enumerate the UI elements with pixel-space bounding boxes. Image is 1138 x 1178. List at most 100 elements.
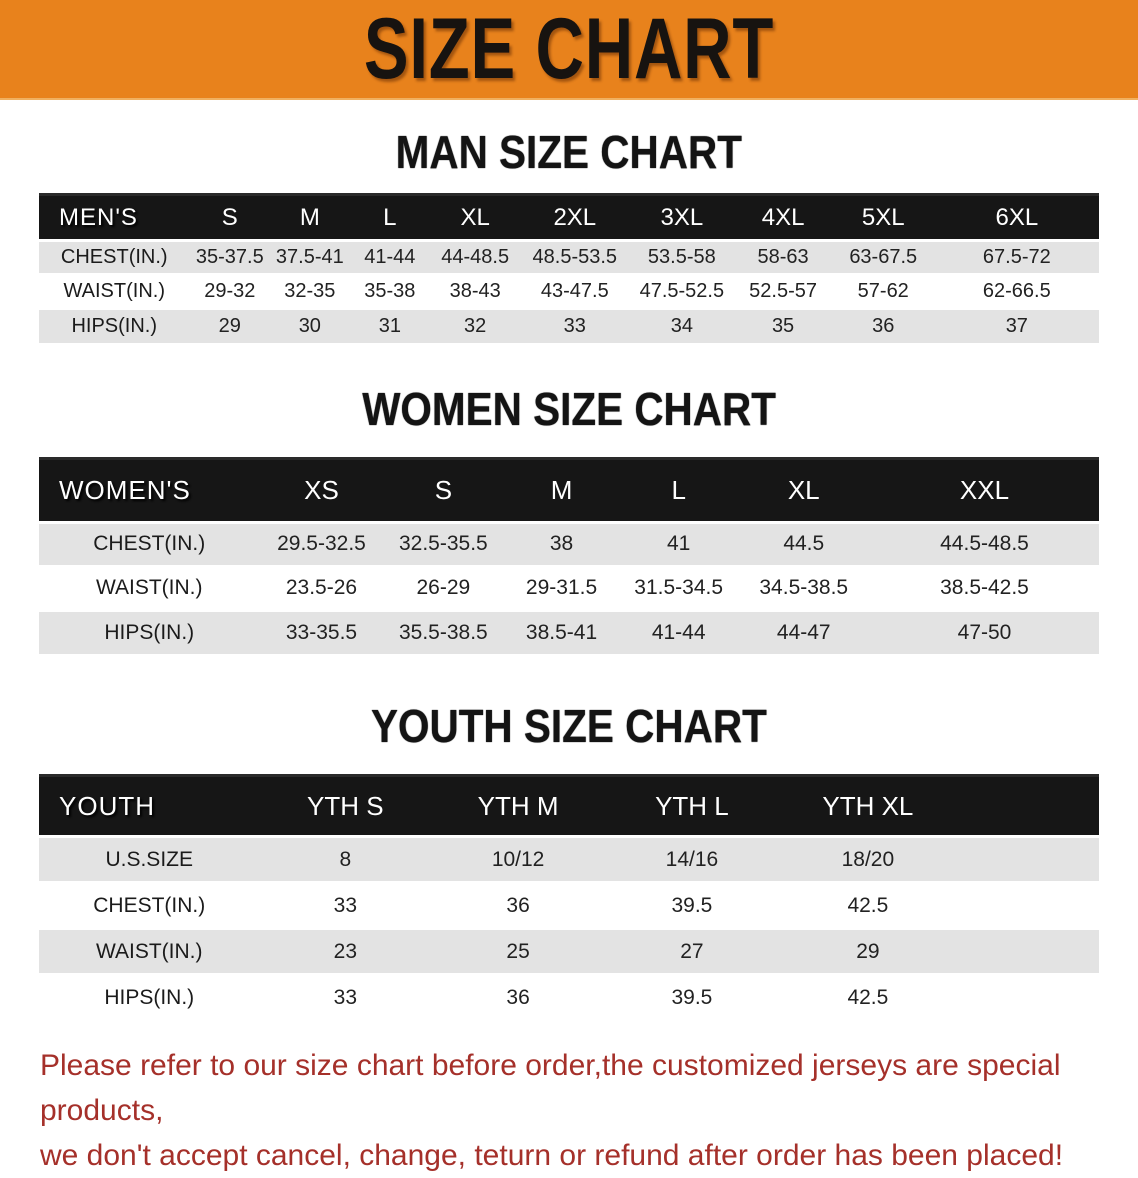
cell: 18/20: [778, 835, 957, 883]
cell: 30: [270, 307, 350, 343]
row-label: HIPS(IN.): [39, 608, 260, 654]
cell: 38: [503, 520, 620, 566]
cell: 38.5-42.5: [870, 564, 1099, 610]
cell: 31.5-34.5: [619, 564, 738, 610]
cell: 48.5-53.5: [520, 239, 630, 275]
cell: 58-63: [734, 239, 832, 275]
youth-col-header: YTH XL: [778, 774, 957, 837]
row-label: HIPS(IN.): [39, 307, 190, 343]
men-hips-row: HIPS(IN.) 29 30 31 32 33 34 35 36 37: [39, 307, 1099, 343]
cell: 52.5-57: [734, 273, 832, 309]
cell: 10/12: [431, 835, 606, 883]
row-label: WAIST(IN.): [39, 927, 260, 975]
youth-hips-row: HIPS(IN.) 33 36 39.5 42.5: [39, 973, 1099, 1021]
cell: 23.5-26: [259, 564, 384, 610]
cell: 67.5-72: [934, 239, 1099, 275]
cell: 36: [431, 881, 606, 929]
women-col-header: XXL: [870, 456, 1099, 522]
men-waist-row: WAIST(IN.) 29-32 32-35 35-38 38-43 43-47…: [39, 273, 1099, 309]
disclaimer-text: Please refer to our size chart before or…: [40, 1043, 1098, 1178]
women-col-header: XL: [737, 456, 870, 522]
cell: 44.5: [737, 520, 870, 566]
women-col-header: XS: [259, 456, 384, 522]
cell: 37.5-41: [270, 239, 350, 275]
cell: 35-38: [349, 273, 431, 309]
row-label: U.S.SIZE: [39, 835, 260, 883]
cell: 34: [629, 307, 735, 343]
row-label: HIPS(IN.): [39, 973, 260, 1021]
row-label: WAIST(IN.): [39, 564, 260, 610]
men-col-header: L: [349, 193, 431, 241]
youth-header-row: YOUTH YTH S YTH M YTH L YTH XL: [39, 774, 1099, 837]
cell: 42.5: [778, 881, 957, 929]
youth-col-header: YTH S: [259, 774, 432, 837]
cell: 26-29: [383, 564, 504, 610]
men-col-header: 4XL: [734, 193, 832, 241]
men-col-header: S: [189, 193, 271, 241]
youth-size-table: YOUTH YTH S YTH M YTH L YTH XL U.S.SIZE …: [39, 774, 1099, 1021]
cell: 35.5-38.5: [383, 608, 504, 654]
cell: 27: [605, 927, 779, 975]
row-label: WAIST(IN.): [39, 273, 190, 309]
cell: 33-35.5: [259, 608, 384, 654]
cell: 33: [520, 307, 630, 343]
cell: 47.5-52.5: [629, 273, 735, 309]
cell: 34.5-38.5: [737, 564, 870, 610]
cell: 37: [934, 307, 1099, 343]
women-header-row: WOMEN'S XS S M L XL XXL: [39, 456, 1099, 522]
cell: 32: [430, 307, 521, 343]
man-heading-text: MAN SIZE CHART: [395, 126, 743, 178]
women-corner-label: WOMEN'S: [39, 456, 260, 522]
cell: 53.5-58: [629, 239, 735, 275]
women-col-header: L: [619, 456, 738, 522]
cell: 39.5: [605, 881, 779, 929]
cell: 29.5-32.5: [259, 520, 384, 566]
row-label: CHEST(IN.): [39, 520, 260, 566]
cell: 57-62: [831, 273, 935, 309]
women-size-table: WOMEN'S XS S M L XL XXL CHEST(IN.) 29.5-…: [39, 456, 1099, 654]
men-col-header: 6XL: [934, 193, 1099, 241]
cell: 36: [431, 973, 606, 1021]
cell: 63-67.5: [831, 239, 935, 275]
men-col-header: XL: [430, 193, 521, 241]
men-chest-row: CHEST(IN.) 35-37.5 37.5-41 41-44 44-48.5…: [39, 239, 1099, 275]
cell-spacer: [956, 973, 1099, 1021]
youth-ussize-row: U.S.SIZE 8 10/12 14/16 18/20: [39, 835, 1099, 883]
cell: 62-66.5: [934, 273, 1099, 309]
page-title: SIZE CHART: [363, 1, 775, 97]
youth-heading-text: YOUTH SIZE CHART: [371, 700, 767, 752]
youth-waist-row: WAIST(IN.) 23 25 27 29: [39, 927, 1099, 975]
youth-col-header: YTH M: [431, 774, 606, 837]
youth-section-heading: YOUTH SIZE CHART: [0, 700, 1138, 752]
men-col-header: 3XL: [629, 193, 735, 241]
row-label: CHEST(IN.): [39, 239, 190, 275]
youth-col-header: YTH L: [605, 774, 779, 837]
women-section-heading: WOMEN SIZE CHART: [0, 383, 1138, 435]
cell: 44-47: [737, 608, 870, 654]
cell: 39.5: [605, 973, 779, 1021]
cell: 42.5: [778, 973, 957, 1021]
women-heading-text: WOMEN SIZE CHART: [362, 382, 776, 435]
women-waist-row: WAIST(IN.) 23.5-26 26-29 29-31.5 31.5-34…: [39, 564, 1099, 610]
cell: 29: [189, 307, 271, 343]
men-col-header: 5XL: [831, 193, 935, 241]
disclaimer-line-2: we don't accept cancel, change, teturn o…: [40, 1138, 1064, 1172]
cell: 31: [349, 307, 431, 343]
cell: 8: [259, 835, 432, 883]
cell: 35-37.5: [189, 239, 271, 275]
cell: 36: [831, 307, 935, 343]
row-label: CHEST(IN.): [39, 881, 260, 929]
men-header-row: MEN'S S M L XL 2XL 3XL 4XL 5XL 6XL: [39, 193, 1099, 241]
cell: 44-48.5: [430, 239, 521, 275]
cell: 33: [259, 881, 432, 929]
cell: 41-44: [349, 239, 431, 275]
cell: 29-31.5: [503, 564, 620, 610]
men-size-table: MEN'S S M L XL 2XL 3XL 4XL 5XL 6XL CHEST…: [39, 193, 1099, 343]
cell: 38.5-41: [503, 608, 620, 654]
women-hips-row: HIPS(IN.) 33-35.5 35.5-38.5 38.5-41 41-4…: [39, 608, 1099, 654]
men-col-header: 2XL: [520, 193, 630, 241]
cell: 29-32: [189, 273, 271, 309]
cell: 23: [259, 927, 432, 975]
cell: 32.5-35.5: [383, 520, 504, 566]
cell: 43-47.5: [520, 273, 630, 309]
